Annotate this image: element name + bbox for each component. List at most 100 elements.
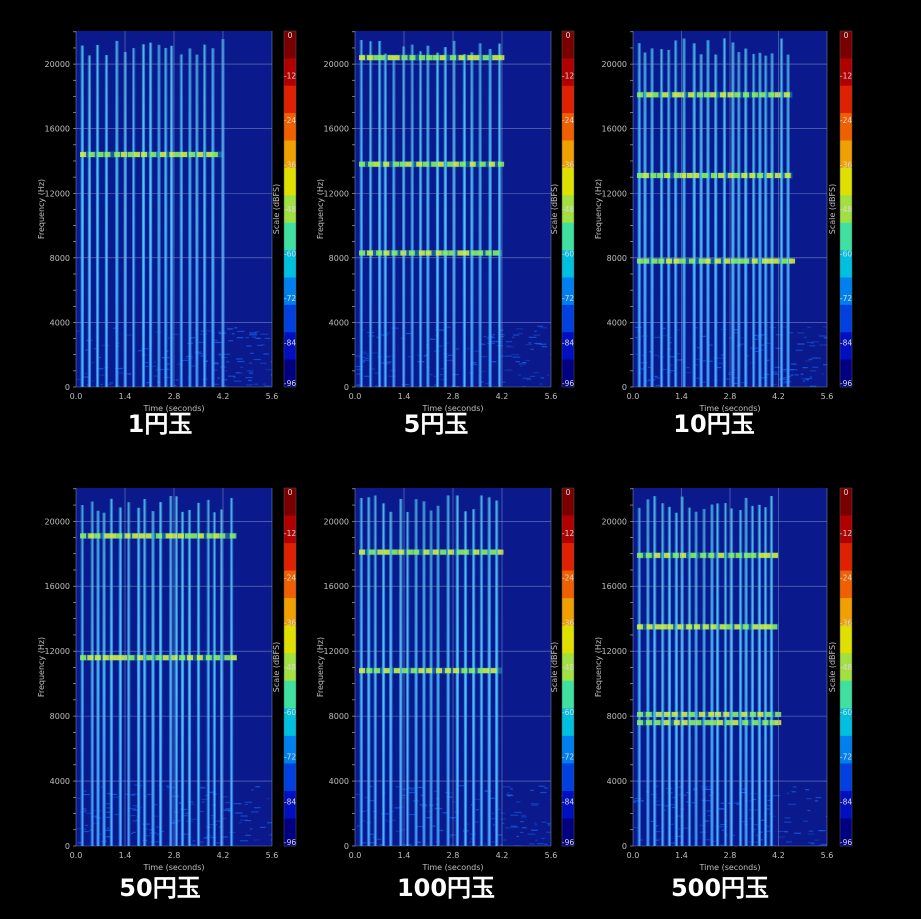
y-tick-label: 20000 [324,60,349,69]
resonance-band [636,552,779,559]
spectrogram-panel: 0.0 1.4 2.8 4.2 5.6 0 4000 8000 12000 16000 20000 T… [37,30,296,413]
colorbar-segment [284,515,296,544]
y-tick-label: 12000 [45,647,70,656]
colorbar-tick-label: -60 [284,250,296,259]
colorbar-segment [562,167,574,196]
resonance-band [636,91,793,98]
colorbar-segment [562,195,574,224]
x-tick-label: 2.8 [724,851,737,860]
y-axis-title: Frequency (Hz) [594,637,603,697]
colorbar-tick-label: -48 [284,663,296,672]
y-tick-label: 12000 [45,189,70,198]
y-tick-label: 8000 [329,712,349,721]
colorbar-segment [840,140,852,169]
spectrogram-panel: 0.0 1.4 2.8 4.2 5.6 0 4000 8000 12000 16000 20000 T… [37,487,296,872]
colorbar: 0 -12 -24 -36 -48 -60 -72 -84 -96 Scale (dBFS) [550,487,574,847]
x-tick-label: 2.8 [168,392,181,401]
y-tick-label: 0 [344,383,349,392]
resonance-band [636,719,782,726]
x-tick-label: 5.6 [266,392,279,401]
y-tick-label: 8000 [50,254,70,263]
colorbar-segment [562,790,574,819]
colorbar-segment [284,790,296,819]
grid [632,31,828,388]
colorbar-segment [562,680,574,709]
colorbar-segment [840,763,852,792]
colorbar-segment [840,304,852,333]
y-tick-label: 0 [622,842,627,851]
colorbar-segment [840,625,852,654]
colorbar-tick-label: 0 [844,488,849,497]
x-tick-label: 2.8 [447,392,460,401]
colorbar-segment [840,488,852,517]
colorbar-segment [840,708,852,737]
colorbar-tick-label: -96 [840,379,852,388]
colorbar-title: Scale (dBFS) [272,184,281,234]
colorbar-segment [562,113,574,142]
grid [354,488,552,847]
colorbar-segment [562,708,574,737]
x-axis-title: Time (seconds) [421,404,483,413]
strike-lines [637,495,774,846]
resonance-band [359,667,502,674]
colorbar-tick-label: -36 [284,618,296,627]
y-tick-label: 12000 [602,647,627,656]
resonance-band [359,249,502,256]
y-tick-label: 4000 [329,318,349,327]
x-tick-label: 0.0 [70,851,83,860]
resonance-band [359,54,505,61]
x-tick-label: 5.6 [545,851,558,860]
spectrogram-panel: 0.0 1.4 2.8 4.2 5.6 0 4000 8000 12000 16000 20000 T… [316,487,574,872]
x-tick-label: 1.4 [675,392,688,401]
colorbar-segment [562,250,574,278]
colorbar-segment [840,222,852,251]
colorbar-segment [840,195,852,224]
colorbar-tick-label: -24 [284,574,296,583]
colorbar-segment [840,598,852,627]
y-tick-label: 16000 [602,582,627,591]
colorbar-tick-label: -96 [284,838,296,847]
colorbar-tick-label: -60 [284,708,296,717]
colorbar-tick-label: -36 [284,161,296,170]
colorbar-segment [284,332,296,361]
resonance-band [359,549,504,556]
colorbar-segment [562,332,574,361]
colorbar-segment [840,332,852,361]
colorbar-segment [284,359,296,388]
colorbar-tick-label: 0 [288,31,293,40]
spectrogram-panel: 0.0 1.4 2.8 4.2 5.6 0 4000 8000 12000 16000 20000 T… [316,30,574,413]
colorbar-segment [562,543,574,572]
y-tick-label: 4000 [607,318,627,327]
strike-lines [359,39,502,387]
colorbar-tick-label: 0 [566,31,571,40]
colorbar-tick-label: -48 [840,205,852,214]
colorbar-segment [562,515,574,544]
resonance-band [636,623,779,630]
colorbar-tick-label: -12 [562,529,574,538]
y-axis-title: Frequency (Hz) [37,179,46,239]
y-tick-label: 16000 [45,125,70,134]
y-tick-label: 16000 [45,582,70,591]
colorbar: 0 -12 -24 -36 -48 -60 -72 -84 -96 Scale (dBFS) [828,487,852,847]
colorbar-tick-label: -84 [284,797,296,806]
y-tick-label: 16000 [324,125,349,134]
colorbar-tick-label: -96 [562,379,574,388]
colorbar-segment [284,735,296,764]
strike-lines [637,38,790,387]
colorbar-tick-label: -84 [840,339,852,348]
colorbar-tick-label: -48 [562,663,574,672]
colorbar-tick-label: -48 [284,205,296,214]
colorbar-segment [562,222,574,251]
colorbar-tick-label: -24 [840,116,852,125]
colorbar-segment [284,222,296,251]
colorbar-segment [284,625,296,654]
x-tick-label: 4.2 [217,851,230,860]
coin-label: 100円玉 [397,874,495,902]
coin-label: 5円玉 [404,410,469,438]
x-tick-label: 4.2 [496,392,509,401]
y-tick-label: 0 [344,842,349,851]
colorbar-segment [840,515,852,544]
x-tick-label: 1.4 [398,851,411,860]
x-tick-label: 5.6 [266,851,279,860]
colorbar-segment [284,113,296,142]
